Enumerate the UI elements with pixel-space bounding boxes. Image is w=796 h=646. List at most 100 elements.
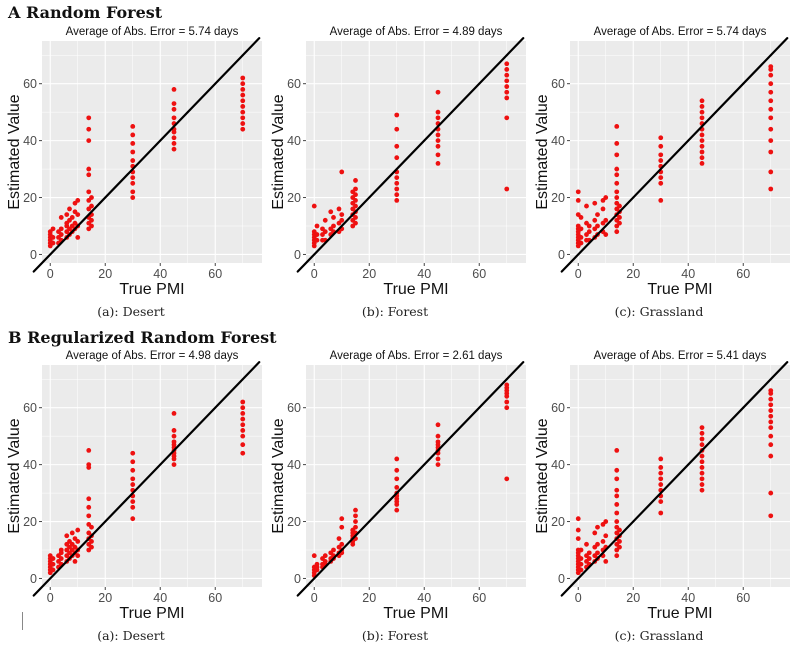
data-point [435, 433, 441, 439]
data-point [614, 553, 620, 559]
data-point [353, 220, 358, 226]
data-point [240, 92, 246, 98]
data-point [595, 524, 600, 530]
data-point [86, 462, 92, 468]
panel-b-forest: Average of Abs. Error = 2.61 days 0 20 40 60… [264, 346, 526, 646]
data-point [504, 382, 510, 388]
data-point [394, 476, 400, 482]
data-point [578, 567, 584, 573]
data-point [584, 541, 589, 547]
data-point [658, 180, 664, 186]
data-point [614, 519, 620, 524]
data-point [394, 456, 400, 462]
y-tick-label: 40 [287, 134, 301, 148]
data-point [130, 504, 136, 510]
data-point [86, 166, 92, 172]
data-point [50, 567, 56, 573]
data-point [89, 524, 94, 530]
data-point [394, 186, 400, 192]
data-point [240, 86, 246, 92]
data-point [435, 439, 441, 445]
data-point [575, 516, 581, 522]
data-point [699, 442, 705, 448]
x-tick-label: 60 [736, 267, 750, 281]
y-tick-label: 20 [23, 515, 37, 529]
y-tick-label: 40 [23, 134, 37, 148]
x-tick-label: 40 [681, 591, 695, 605]
data-point [314, 561, 320, 567]
data-point [89, 544, 94, 550]
data-point [58, 215, 64, 220]
data-point [768, 425, 774, 431]
y-tick-label: 40 [23, 458, 37, 472]
data-point [394, 175, 400, 181]
data-point [504, 95, 510, 101]
data-point [586, 556, 592, 561]
y-tick-label: 0 [558, 248, 565, 262]
data-point [322, 229, 328, 235]
data-point [353, 519, 358, 524]
data-point [67, 206, 72, 212]
data-point [240, 104, 246, 109]
x-axis-label: True PMI [119, 605, 184, 622]
data-point [339, 217, 345, 223]
x-tick-label: 20 [362, 591, 376, 605]
data-point [435, 152, 441, 158]
data-point [658, 476, 664, 482]
data-point [768, 169, 774, 175]
data-point [658, 456, 664, 462]
data-point [311, 553, 317, 559]
data-point [614, 195, 620, 200]
x-tick-label: 40 [681, 267, 695, 281]
data-point [394, 197, 400, 203]
data-point [394, 126, 400, 132]
data-point [435, 462, 441, 468]
data-point [130, 482, 136, 487]
data-point [240, 405, 246, 411]
data-point [89, 539, 94, 544]
data-point [50, 556, 56, 561]
data-point [504, 78, 510, 84]
data-point [394, 192, 400, 198]
x-tick-label: 0 [575, 591, 582, 605]
data-point [89, 203, 94, 209]
data-point [328, 209, 334, 215]
panel-a-desert: Average of Abs. Error = 5.74 days 0 20 40 60… [0, 22, 262, 322]
identity-line [560, 37, 789, 273]
data-point [584, 203, 589, 209]
data-point [699, 487, 705, 493]
data-point [435, 89, 441, 95]
data-point [435, 160, 441, 166]
data-point [240, 442, 246, 448]
x-axis-label: True PMI [119, 281, 184, 298]
data-point [171, 101, 177, 107]
y-axis-label: Estimated Value [534, 418, 551, 533]
data-point [699, 436, 705, 442]
y-tick-label: 0 [30, 248, 37, 262]
data-point [435, 138, 441, 144]
data-point [314, 223, 320, 229]
x-axis-label: True PMI [383, 605, 448, 622]
y-tick-label: 0 [294, 572, 301, 586]
data-point [339, 516, 345, 522]
data-point [353, 215, 358, 220]
x-axis-label: True PMI [647, 605, 712, 622]
data-point [311, 203, 317, 209]
data-point [339, 541, 345, 547]
data-point [240, 126, 246, 132]
x-tick-label: 0 [311, 267, 318, 281]
x-tick-label: 0 [47, 591, 54, 605]
data-point [435, 109, 441, 115]
x-tick-label: 60 [208, 591, 222, 605]
data-point [658, 197, 664, 203]
data-point [240, 115, 246, 121]
x-tick-label: 40 [153, 267, 167, 281]
data-point [658, 152, 664, 158]
chart-title: Average of Abs. Error = 4.98 days [66, 350, 239, 362]
data-point [130, 132, 136, 138]
data-point [578, 226, 584, 232]
data-point [86, 447, 92, 453]
x-tick-label: 40 [417, 591, 431, 605]
data-point [86, 115, 92, 121]
data-point [240, 416, 246, 422]
